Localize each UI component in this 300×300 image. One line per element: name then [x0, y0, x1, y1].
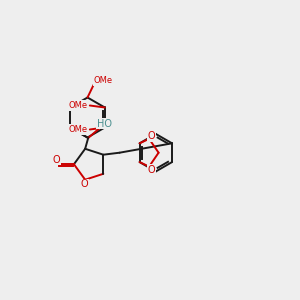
Text: O: O — [52, 155, 60, 165]
Text: O: O — [81, 179, 88, 189]
Text: OMe: OMe — [94, 76, 113, 85]
Text: OMe: OMe — [68, 101, 88, 110]
Text: HO: HO — [97, 119, 112, 129]
Text: OMe: OMe — [68, 125, 88, 134]
Text: O: O — [148, 131, 155, 141]
Text: O: O — [148, 165, 155, 175]
